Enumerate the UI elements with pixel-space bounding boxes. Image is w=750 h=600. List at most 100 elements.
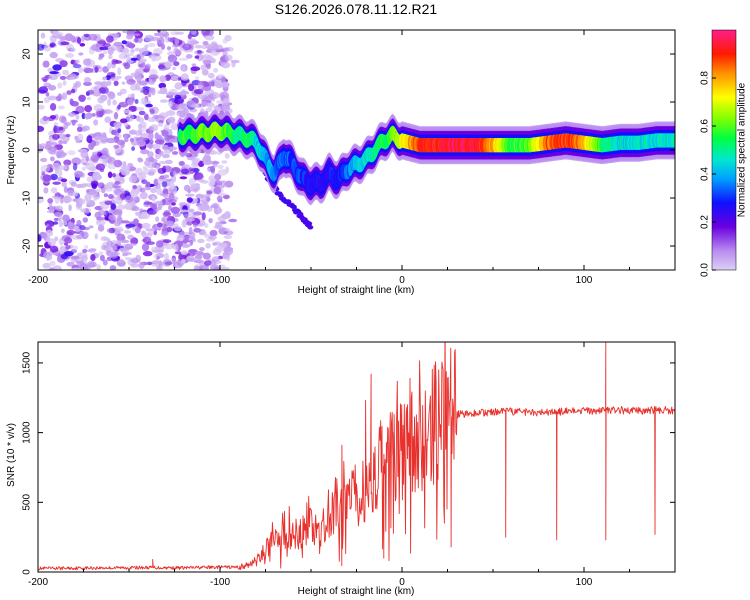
noise-speckle [187, 38, 197, 46]
noise-speckle [107, 171, 113, 179]
noise-speckle [115, 198, 123, 205]
noise-speckle [131, 33, 141, 37]
noise-speckle [66, 90, 72, 95]
x-tick-label: -200 [28, 275, 48, 286]
noise-speckle [61, 220, 68, 226]
x-tick-label: 0 [399, 275, 405, 286]
noise-speckle [180, 243, 191, 248]
noise-speckle [222, 194, 230, 200]
noise-speckle [124, 137, 129, 143]
noise-speckle [170, 31, 180, 36]
noise-speckle [61, 181, 67, 188]
noise-speckle [96, 264, 101, 270]
noise-speckle [207, 44, 212, 53]
noise-speckle [123, 230, 132, 234]
colorbar-tick-label: 0.0 [700, 263, 711, 277]
noise-speckle [145, 63, 151, 70]
noise-speckle [148, 132, 154, 140]
noise-speckle [197, 238, 205, 244]
noise-speckle [52, 265, 62, 270]
noise-speckle [217, 215, 227, 222]
noise-speckle [86, 96, 91, 101]
noise-speckle [156, 222, 163, 228]
noise-speckle [99, 155, 109, 163]
noise-speckle [89, 261, 97, 268]
noise-speckle [213, 68, 219, 73]
noise-speckle [170, 202, 176, 206]
noise-speckle [122, 30, 131, 34]
noise-speckle [102, 76, 107, 81]
noise-speckle [168, 146, 178, 151]
noise-speckle [94, 66, 99, 73]
noise-speckle [151, 54, 156, 62]
noise-speckle [133, 196, 141, 203]
noise-speckle [221, 180, 226, 187]
noise-speckle [180, 209, 189, 213]
noise-speckle [202, 252, 211, 260]
noise-speckle [83, 77, 92, 83]
noise-speckle [59, 75, 67, 80]
colorbar-tick-label: 0.8 [700, 71, 711, 85]
noise-speckle [87, 189, 97, 195]
noise-speckle [90, 254, 96, 261]
noise-speckle [193, 187, 199, 193]
noise-speckle [101, 147, 109, 156]
noise-speckle [145, 181, 151, 188]
noise-speckle [97, 96, 105, 104]
noise-speckle [93, 119, 99, 126]
noise-speckle [147, 171, 155, 176]
noise-speckle [205, 243, 211, 249]
noise-speckle [201, 69, 209, 76]
noise-speckle [71, 157, 82, 166]
x-tick-label: -100 [210, 577, 230, 588]
y-tick-label: 1500 [22, 351, 33, 374]
noise-speckle [181, 168, 190, 175]
noise-speckle [149, 36, 159, 42]
noise-speckle [91, 86, 98, 92]
noise-speckle [206, 190, 213, 195]
noise-speckle [194, 44, 203, 49]
x-tick-label: 100 [576, 275, 593, 286]
noise-speckle [57, 165, 68, 171]
noise-speckle [84, 113, 91, 120]
branch-cell [307, 225, 314, 230]
noise-speckle [167, 129, 173, 137]
noise-speckle [116, 233, 126, 242]
noise-speckle [72, 245, 78, 251]
noise-speckle [210, 204, 219, 209]
noise-speckle [42, 262, 51, 269]
noise-speckle [91, 46, 100, 51]
noise-speckle [104, 188, 113, 192]
noise-speckle [159, 75, 167, 83]
noise-speckle [126, 113, 135, 122]
noise-speckle [150, 227, 156, 232]
noise-speckle [69, 76, 75, 80]
noise-speckle [188, 83, 195, 92]
noise-speckle [121, 220, 130, 224]
noise-speckle [185, 193, 195, 197]
noise-speckle [214, 81, 224, 88]
noise-speckle [185, 54, 193, 59]
noise-speckle [165, 91, 176, 96]
y-tick-label: 0 [22, 147, 33, 153]
snr-frame [37, 341, 676, 573]
noise-speckle [158, 64, 167, 69]
snr-panel: -200 -100 0 100 0 500 1000 1500 Height of stra… [6, 341, 676, 597]
noise-speckle [127, 93, 135, 99]
noise-speckle [134, 37, 139, 43]
noise-speckle [155, 249, 164, 253]
noise-speckle [195, 172, 204, 180]
noise-speckle [78, 52, 84, 56]
noise-speckle [83, 67, 94, 74]
noise-speckle [141, 222, 151, 229]
noise-speckle [122, 109, 132, 114]
noise-speckle [81, 255, 88, 262]
noise-speckle [185, 152, 193, 158]
noise-speckle [173, 225, 182, 232]
noise-speckle [55, 205, 64, 212]
noise-speckle [201, 100, 208, 106]
x-tick-label: -200 [28, 577, 48, 588]
noise-speckle [166, 226, 173, 233]
noise-speckle [154, 115, 165, 123]
noise-speckle [78, 94, 86, 103]
